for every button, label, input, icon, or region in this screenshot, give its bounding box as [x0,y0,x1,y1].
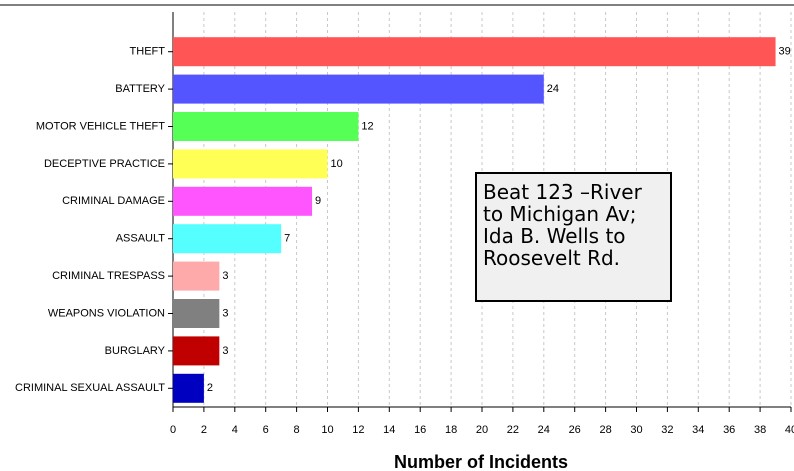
value-label: 3 [222,270,228,282]
x-tick-label: 2 [201,424,207,436]
x-tick-label: 0 [170,424,176,436]
y-tick-label: ASSAULT [116,233,166,245]
y-tick-label: CRIMINAL DAMAGE [62,195,165,207]
x-tick-label: 16 [414,424,426,436]
x-tick-label: 38 [754,424,766,436]
y-tick-label: WEAPONS VIOLATION [48,307,165,319]
bar [173,112,359,141]
y-tick-label: BURGLARY [105,345,166,357]
x-tick-label: 18 [445,424,457,436]
value-label: 12 [361,120,373,132]
annotation-text: to Michigan Av; [483,202,637,226]
x-tick-label: 8 [294,424,300,436]
x-tick-label: 28 [599,424,611,436]
x-tick-label: 14 [383,424,395,436]
x-tick-label: 12 [352,424,364,436]
bar [173,37,776,67]
x-tick-label: 30 [630,424,642,436]
bar [173,373,204,403]
value-label: 24 [547,83,559,95]
x-tick-label: 32 [661,424,673,436]
y-tick-label: CRIMINAL TRESPASS [52,270,165,282]
x-tick-label: 10 [321,424,333,436]
value-label: 39 [779,46,791,58]
x-tick-label: 4 [232,424,238,436]
x-tick-label: 20 [476,424,488,436]
x-tick-label: 6 [263,424,269,436]
bar [173,224,282,254]
value-label: 10 [331,158,343,170]
y-tick-label: DECEPTIVE PRACTICE [44,158,165,170]
bar [173,261,220,291]
y-tick-label: BATTERY [115,83,165,95]
annotation-text: Roosevelt Rd. [483,246,620,270]
x-tick-label: 34 [692,424,704,436]
y-tick-label: MOTOR VEHICLE THEFT [36,120,165,132]
annotation-text: Ida B. Wells to [483,224,626,248]
bar [173,149,328,179]
x-tick-label: 24 [538,424,550,436]
value-label: 3 [222,345,228,357]
x-tick-label: 22 [507,424,519,436]
value-label: 7 [284,233,290,245]
x-tick-label: 36 [723,424,735,436]
bar [173,336,220,366]
value-label: 9 [315,195,321,207]
x-tick-label: 40 [785,424,794,436]
bar [173,299,220,328]
y-tick-label: CRIMINAL SEXUAL ASSAULT [15,382,165,394]
x-tick-label: 26 [569,424,581,436]
value-label: 3 [222,307,228,319]
y-tick-label: THEFT [130,46,166,58]
annotation-box [475,172,672,302]
bar [173,74,544,104]
annotation-text: Beat 123 –River [483,180,643,204]
value-label: 2 [207,382,213,394]
bar [173,186,313,216]
x-axis-label: Number of Incidents [394,452,568,471]
